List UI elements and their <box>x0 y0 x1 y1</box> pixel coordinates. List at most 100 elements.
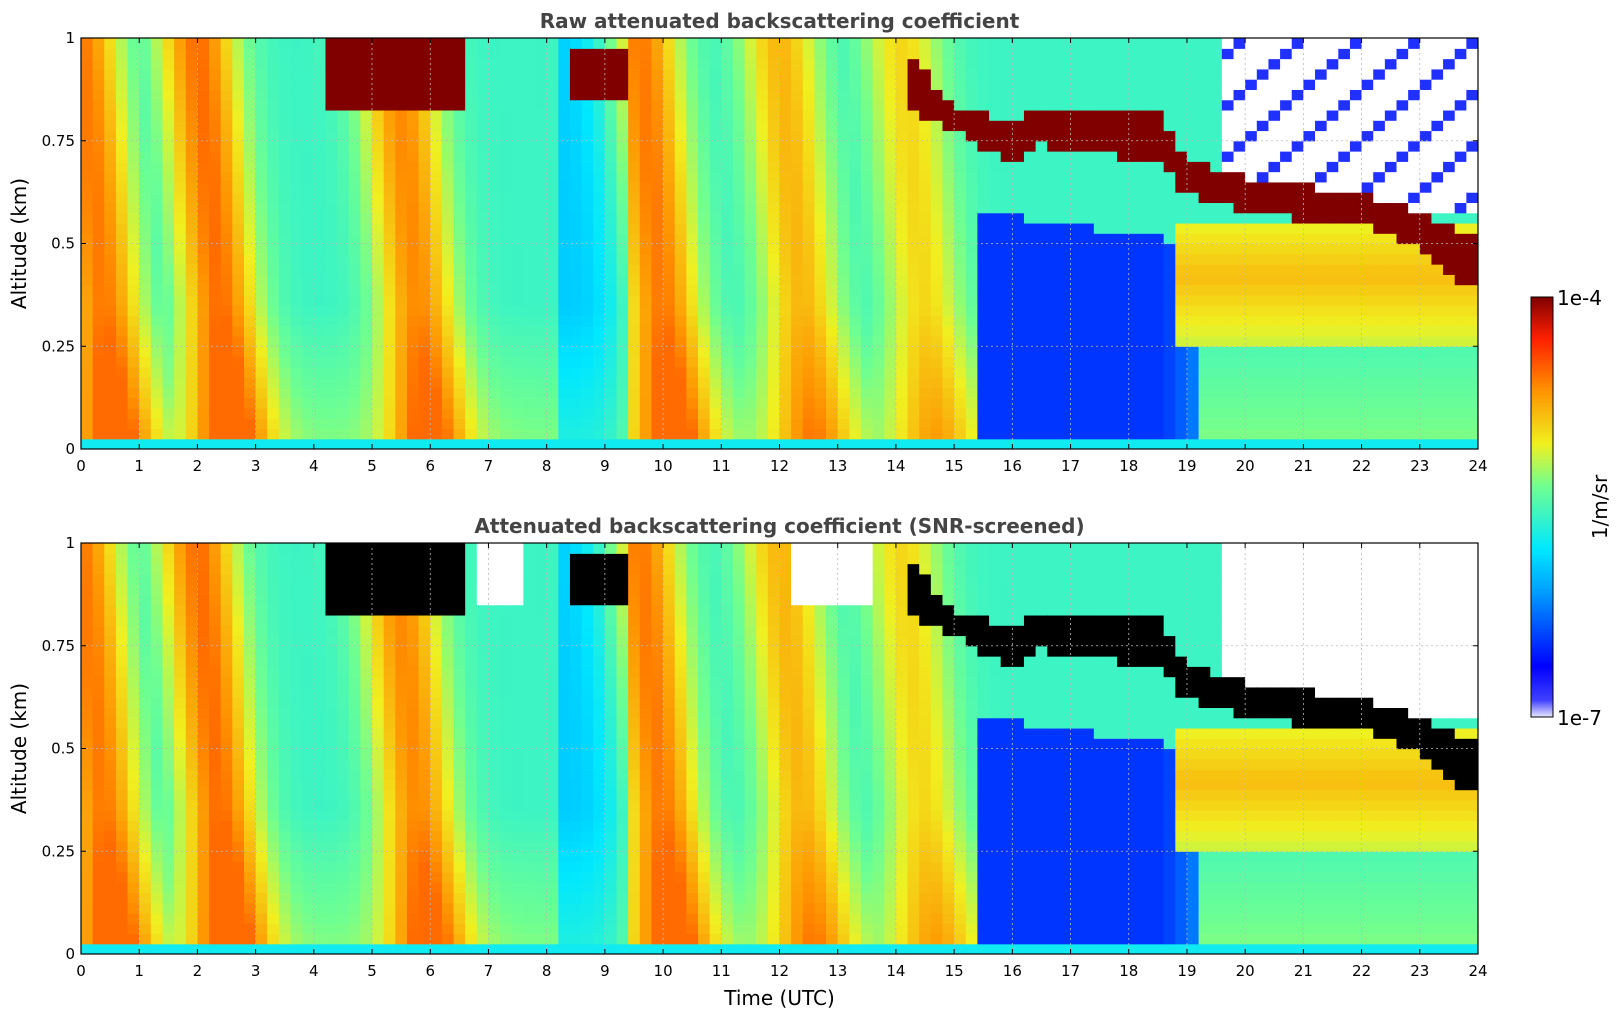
heatmap-cell <box>220 79 233 90</box>
heatmap-cell <box>197 438 210 449</box>
heatmap-cell <box>92 294 105 306</box>
heatmap-cell <box>81 140 94 152</box>
heatmap-cell <box>989 305 1002 317</box>
heatmap-cell <box>267 397 280 409</box>
heatmap-cell <box>1175 68 1188 80</box>
heatmap-cell <box>232 325 245 337</box>
heatmap-cell <box>360 171 373 183</box>
heatmap-cell <box>616 171 629 183</box>
heatmap-cell <box>488 264 501 275</box>
heatmap-cell <box>1058 79 1072 90</box>
heatmap-cell <box>826 79 839 90</box>
heatmap-cell <box>418 243 431 255</box>
heatmap-cell <box>919 212 932 224</box>
heatmap-cell <box>1012 68 1025 80</box>
heatmap-cell <box>360 48 373 60</box>
heatmap-cell <box>220 407 233 419</box>
heatmap-cell <box>849 222 862 234</box>
heatmap-cell <box>1023 356 1037 368</box>
heatmap-cell <box>651 325 664 337</box>
heatmap-cell <box>1117 366 1130 378</box>
heatmap-cell <box>81 438 94 449</box>
heatmap-cell <box>104 130 117 142</box>
heatmap-cell <box>1361 120 1374 132</box>
heatmap-cell <box>1303 284 1316 296</box>
heatmap-cell <box>162 294 175 306</box>
heatmap-cell <box>313 387 327 399</box>
heatmap-cell <box>302 305 315 317</box>
heatmap-cell <box>907 346 920 358</box>
heatmap-cell <box>1280 99 1293 111</box>
heatmap-cell <box>535 366 548 378</box>
heatmap-cell <box>814 181 827 193</box>
heatmap-cell <box>1000 253 1013 265</box>
heatmap-cell <box>907 264 920 275</box>
heatmap-cell <box>581 397 594 409</box>
heatmap-cell <box>220 346 233 358</box>
heatmap-cell <box>337 284 350 296</box>
heatmap-cell <box>651 243 664 255</box>
heatmap-cell <box>162 356 175 368</box>
heatmap-cell <box>1175 109 1188 121</box>
heatmap-cell <box>849 181 862 193</box>
heatmap-cell <box>1070 346 1083 358</box>
heatmap-cell <box>1023 222 1037 234</box>
heatmap-cell <box>1315 233 1328 245</box>
heatmap-cell <box>127 243 140 255</box>
heatmap-cell <box>767 274 781 286</box>
heatmap-cell <box>372 284 385 296</box>
heatmap-cell <box>674 120 687 132</box>
heatmap-cell <box>1419 274 1433 286</box>
heatmap-cell <box>197 181 210 193</box>
heatmap-cell <box>1443 428 1456 440</box>
heatmap-cell <box>1058 140 1072 152</box>
heatmap-cell <box>337 253 350 265</box>
heatmap-cell <box>884 418 897 430</box>
heatmap-cell <box>1000 387 1013 399</box>
heatmap-cell <box>802 325 816 337</box>
heatmap-cell <box>465 284 478 296</box>
heatmap-cell <box>1221 264 1235 275</box>
heatmap-cell <box>1443 264 1456 275</box>
heatmap-cell <box>639 335 653 347</box>
heatmap-cell <box>162 305 175 317</box>
heatmap-cell <box>511 346 524 358</box>
heatmap-cell <box>1140 253 1153 265</box>
heatmap-cell <box>1233 171 1246 183</box>
heatmap-cell <box>395 346 408 358</box>
heatmap-cell <box>535 222 548 234</box>
heatmap-cell <box>92 840 105 852</box>
heatmap-cell <box>674 387 687 399</box>
heatmap-cell <box>558 346 571 358</box>
heatmap-cell <box>1431 243 1444 255</box>
heatmap-cell <box>1454 192 1467 204</box>
heatmap-cell <box>709 284 722 296</box>
heatmap-cell <box>92 58 105 70</box>
heatmap-cell <box>1466 315 1478 327</box>
heatmap-cell <box>325 222 338 234</box>
heatmap-cell <box>1093 366 1107 378</box>
heatmap-cell <box>1152 89 1165 101</box>
heatmap-cell <box>360 120 373 132</box>
heatmap-cell <box>546 202 559 214</box>
heatmap-cell <box>150 377 164 388</box>
heatmap-cell <box>756 202 769 214</box>
heatmap-cell <box>686 109 699 121</box>
heatmap-cell <box>1198 274 1211 286</box>
heatmap-cell <box>1058 58 1072 70</box>
heatmap-cell <box>441 346 455 358</box>
heatmap-cell <box>721 48 734 60</box>
heatmap-cell <box>1128 284 1141 296</box>
heatmap-cell <box>569 438 583 449</box>
heatmap-cell <box>1140 48 1153 60</box>
heatmap-cell <box>383 161 396 173</box>
heatmap-cell <box>1315 202 1328 214</box>
heatmap-cell <box>791 58 804 70</box>
heatmap-cell <box>604 171 618 183</box>
heatmap-cell <box>220 140 233 152</box>
heatmap-cell <box>1373 171 1386 183</box>
heatmap-cell <box>1280 438 1293 449</box>
heatmap-cell <box>255 212 268 224</box>
heatmap-cell <box>81 171 94 183</box>
heatmap-cell <box>663 171 676 183</box>
